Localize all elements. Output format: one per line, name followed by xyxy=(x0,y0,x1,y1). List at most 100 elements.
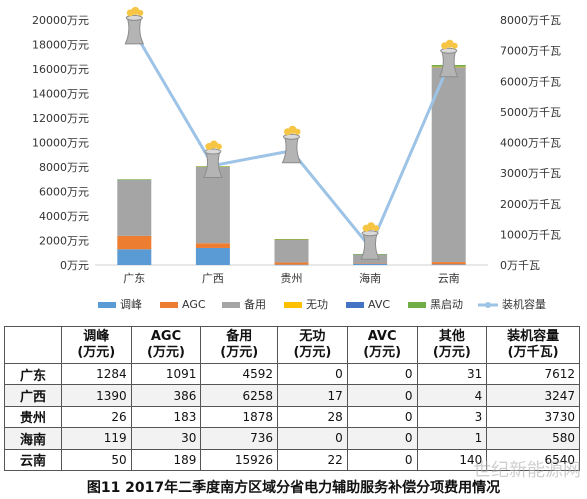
legend-swatch xyxy=(346,302,364,308)
legend-swatch xyxy=(408,302,426,308)
right-axis-tick-label: 2000万千瓦 xyxy=(500,198,561,211)
table-cell: 26 xyxy=(60,405,132,429)
row-label: 贵州 xyxy=(4,405,62,429)
row-label: 海南 xyxy=(4,427,62,450)
x-axis-tick-label: 广东 xyxy=(123,272,145,285)
cooling-tower-top xyxy=(283,133,300,140)
bar-segment xyxy=(195,243,230,248)
col-header: AVC (万元) xyxy=(346,326,418,364)
table-cell: 736 xyxy=(200,427,279,450)
legend: 调峰 AGC 备用 无功 AVC 黑启动 装机容量 xyxy=(98,297,546,311)
table-cell: 17 xyxy=(277,384,348,407)
cooling-tower-top xyxy=(361,230,379,237)
cooling-tower-top xyxy=(204,148,222,155)
legend-label: AVC xyxy=(368,298,390,311)
legend-swatch xyxy=(160,302,178,308)
legend-label: AGC xyxy=(182,298,206,311)
plant-marker-icon xyxy=(360,222,380,260)
legend-label: 装机容量 xyxy=(502,297,546,311)
x-axis-tick-label: 广西 xyxy=(202,272,224,285)
right-axis-tick-label: 1000万千瓦 xyxy=(500,228,561,241)
legend-label: 备用 xyxy=(244,297,266,311)
table-row: 广东 1284 1091 4592 0 0 31 7612 xyxy=(4,362,580,386)
bar-segment xyxy=(274,262,309,265)
figure-caption: 图11 2017年二季度南方区域分省电力辅助服务补偿分项费用情况 xyxy=(86,480,501,496)
table-row: 海南 119 30 736 0 0 1 580 xyxy=(4,427,580,450)
legend-swatch xyxy=(98,302,116,308)
bar-segment xyxy=(431,262,466,265)
cooling-tower-shape xyxy=(360,232,380,260)
bars xyxy=(117,64,466,266)
table-cell: 4 xyxy=(416,384,488,407)
table-cell: 580 xyxy=(486,427,580,450)
cooling-tower-shape xyxy=(124,17,145,45)
left-axis-tick-label: 0万元 xyxy=(60,259,89,272)
bar-segment xyxy=(431,264,466,265)
table-cell: 386 xyxy=(130,384,202,407)
table-cell: 4592 xyxy=(200,362,279,386)
bar-segment xyxy=(117,249,152,265)
table-cell: 1390 xyxy=(60,384,132,407)
table-cell: 15926 xyxy=(200,448,279,471)
legend-label: 无功 xyxy=(306,298,328,311)
table-cell: 0 xyxy=(277,362,348,386)
watermark: 世纪新能源网 xyxy=(473,460,581,481)
row-label: 广西 xyxy=(4,384,62,407)
bar-segment xyxy=(353,263,388,265)
table-row: 云南 50 189 15926 22 0 140 6540 xyxy=(4,448,580,471)
legend-swatch xyxy=(284,302,302,308)
bar-segment xyxy=(195,247,230,265)
table-cell: 7612 xyxy=(486,362,580,386)
stacked-bar-line-chart: 0万元 2000万元 4000万元 6000万元 8000万元 10000万元 12000万… xyxy=(32,6,561,311)
table-cell: 6540 xyxy=(486,448,580,471)
table-cell: 1 xyxy=(416,427,488,450)
left-axis-tick-label: 18000万元 xyxy=(32,39,89,52)
capacity-line xyxy=(124,6,459,260)
left-axis-tick-label: 10000万元 xyxy=(32,137,89,150)
plant-marker-icon xyxy=(203,140,223,179)
row-label: 广东 xyxy=(4,362,62,386)
legend-swatch xyxy=(222,302,240,308)
right-axis-tick-label: 8000万千瓦 xyxy=(500,14,561,27)
steam-puff xyxy=(451,42,458,49)
table-cell: 119 xyxy=(60,427,132,450)
x-axis-tick-label: 云南 xyxy=(438,272,460,285)
right-axis-tick-label: 3000万千瓦 xyxy=(500,167,561,180)
row-label: 云南 xyxy=(4,448,62,471)
cooling-tower-shape xyxy=(281,136,302,164)
table-row: 贵州 26 183 1878 28 0 3 3730 xyxy=(4,405,580,429)
table-row: 广西 1390 386 6258 17 0 4 3247 xyxy=(4,384,580,407)
right-axis-tick-label: 6000万千瓦 xyxy=(500,75,561,88)
table-cell: 0 xyxy=(346,427,418,450)
table-cell: 3730 xyxy=(486,405,580,429)
table-cell: 183 xyxy=(130,405,202,429)
col-header: 调峰 (万元) xyxy=(60,326,132,364)
left-axis-tick-label: 12000万元 xyxy=(32,112,89,125)
table-cell: 30 xyxy=(130,427,202,450)
table-cell: 1091 xyxy=(130,362,202,386)
table-cell: 0 xyxy=(346,448,418,471)
table-cell: 0 xyxy=(277,427,348,450)
legend-label: 调峰 xyxy=(120,298,142,311)
col-header: AGC (万元) xyxy=(130,326,202,364)
left-axis-tick-label: 2000万元 xyxy=(39,235,89,248)
bar-segment xyxy=(117,179,152,236)
bar-segment xyxy=(274,239,309,263)
table-header-row: 调峰 (万元) AGC (万元) 备用 (万元) 无功 (万元) AVC (万元) 其他(… xyxy=(4,326,580,364)
x-axis-labels: 广东 广西 贵州 海南 云南 xyxy=(123,271,459,285)
left-axis-tick-label: 14000万元 xyxy=(32,88,89,101)
table-cell: 0 xyxy=(346,384,418,407)
table-cell: 3 xyxy=(416,405,488,429)
bar-segment xyxy=(274,264,309,266)
col-header: 备用 (万元) xyxy=(200,326,279,364)
legend-label: 黑启动 xyxy=(430,298,463,311)
bar-segment xyxy=(353,263,388,264)
data-table: 调峰 (万元) AGC (万元) 备用 (万元) 无功 (万元) AVC (万元) 其他(… xyxy=(4,326,580,471)
left-axis-tick-label: 4000万元 xyxy=(39,210,89,223)
table-cell: 189 xyxy=(130,448,202,471)
right-axis-tick-label: 0万千瓦 xyxy=(500,259,540,272)
plant-marker-icon xyxy=(281,125,302,164)
right-axis-tick-label: 5000万千瓦 xyxy=(500,106,561,119)
table-cell: 1284 xyxy=(60,362,132,386)
legend-line-marker xyxy=(485,302,491,308)
